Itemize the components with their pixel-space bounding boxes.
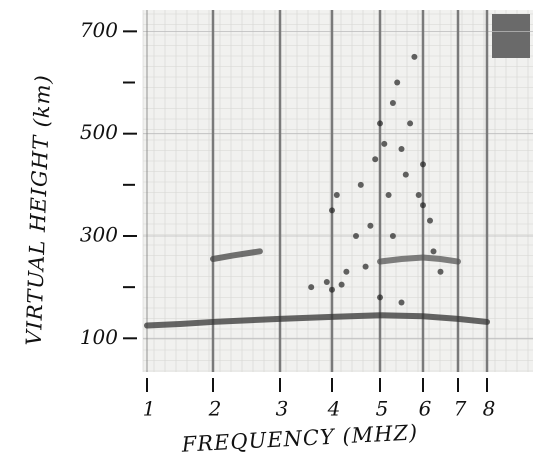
echo-point: [329, 207, 335, 214]
echo-point: [394, 79, 401, 86]
echo-point: [381, 140, 388, 147]
echo-point: [377, 294, 383, 301]
echo-point: [308, 284, 315, 291]
echo-point: [372, 156, 379, 163]
x-tick-label: 8: [483, 397, 496, 421]
y-tick-label: 700: [80, 18, 118, 42]
echo-point: [420, 161, 426, 168]
x-tick-label: 6: [419, 397, 432, 421]
x-tick-label: 7: [454, 397, 467, 421]
echo-point: [343, 268, 350, 275]
echo-point: [398, 299, 405, 306]
echo-point: [323, 279, 330, 286]
x-tick-label: 2: [208, 397, 222, 421]
x-axis-title: FREQUENCY (MHZ): [180, 420, 419, 456]
echo-point: [402, 171, 409, 178]
echo-point: [415, 192, 422, 199]
film-smudge: [492, 14, 530, 58]
echo-point: [362, 263, 369, 270]
echo-point: [389, 99, 396, 106]
echo-point: [420, 202, 426, 209]
echo-trace: [210, 248, 263, 263]
echo-point: [427, 217, 433, 224]
echo-point: [437, 268, 444, 275]
echo-point: [333, 192, 340, 199]
plot-background: [143, 10, 533, 372]
x-tick-label: 5: [376, 397, 389, 421]
echo-point: [430, 248, 437, 255]
echo-point: [353, 232, 359, 239]
y-axis-title: VIRTUAL HEIGHT (km): [22, 74, 55, 346]
echo-point: [385, 192, 392, 199]
x-tick-label: 4: [327, 397, 341, 421]
echo-point: [357, 181, 364, 188]
echo-point: [407, 120, 414, 127]
echo-trace: [144, 312, 490, 329]
echo-point: [411, 53, 418, 60]
echo-point: [367, 222, 374, 229]
x-tick-label: 3: [276, 397, 289, 421]
echo-point: [377, 120, 383, 127]
echo-point: [389, 232, 396, 239]
y-tick-label: 100: [80, 325, 118, 349]
echo-point: [329, 286, 335, 293]
echo-point: [398, 146, 405, 153]
y-tick-label: 300: [80, 222, 118, 246]
echo-point: [338, 281, 345, 288]
echo-trace: [377, 254, 461, 265]
paper-grid: [142, 10, 533, 372]
x-tick-label: 1: [143, 397, 156, 421]
y-tick-label: 500: [80, 120, 118, 144]
